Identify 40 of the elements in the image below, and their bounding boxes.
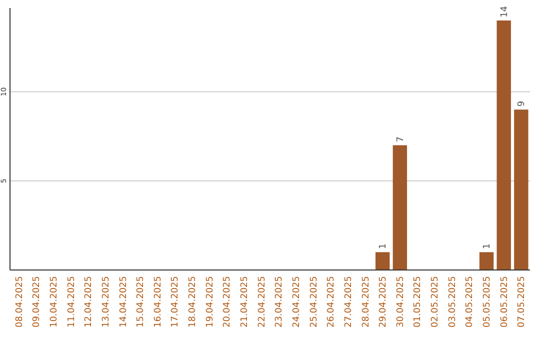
x-tick-label: 01.05.2025 [413,276,424,328]
bar [375,252,390,270]
bar [514,110,528,270]
x-tick-label: 15.04.2025 [136,276,146,328]
x-tick-label: 04.05.2025 [465,276,476,328]
x-tick-label: 27.04.2025 [344,276,354,328]
x-tick-label: 22.04.2025 [257,276,268,328]
x-tick-label: 08.04.2025 [14,276,25,328]
x-tick-label: 09.04.2025 [32,276,42,328]
x-tick-label: 12.04.2025 [84,276,94,328]
x-tick-label: 16.04.2025 [153,276,164,328]
bar [392,145,408,270]
data-label: 1 [482,243,493,250]
x-tick-label: 10.04.2025 [49,276,60,328]
x-tick-label: 17.04.2025 [170,276,181,328]
x-tick-label: 11.04.2025 [66,276,77,328]
data-label: 14 [500,6,510,18]
data-label: 1 [378,243,389,250]
x-tick-label: 23.04.2025 [274,276,285,328]
x-tick-label: 03.05.2025 [448,276,458,328]
x-tick-label: 06.05.2025 [500,276,510,328]
x-tick-label: 21.04.2025 [240,276,250,328]
data-label: 9 [517,100,528,107]
x-tick-label: 25.04.2025 [309,276,320,328]
bar [496,20,511,270]
x-tick-label: 02.05.2025 [430,276,441,328]
x-tick-label: 30.04.2025 [396,276,406,328]
x-tick-label: 05.05.2025 [482,276,493,328]
x-tick-label: 14.04.2025 [118,276,129,328]
bar [479,252,494,270]
x-tick-label: 29.04.2025 [378,276,389,328]
x-tick-label: 24.04.2025 [292,276,302,328]
data-label: 7 [396,136,406,142]
x-tick-label: 26.04.2025 [326,276,337,328]
x-tick-label: 28.04.2025 [361,276,372,328]
x-tick-label: 18.04.2025 [188,276,198,328]
x-tick-label: 07.05.2025 [517,276,528,328]
x-tick-label: 20.04.2025 [222,276,233,328]
x-tick-label: 19.04.2025 [205,276,216,328]
x-tick-label: 13.04.2025 [101,276,112,328]
